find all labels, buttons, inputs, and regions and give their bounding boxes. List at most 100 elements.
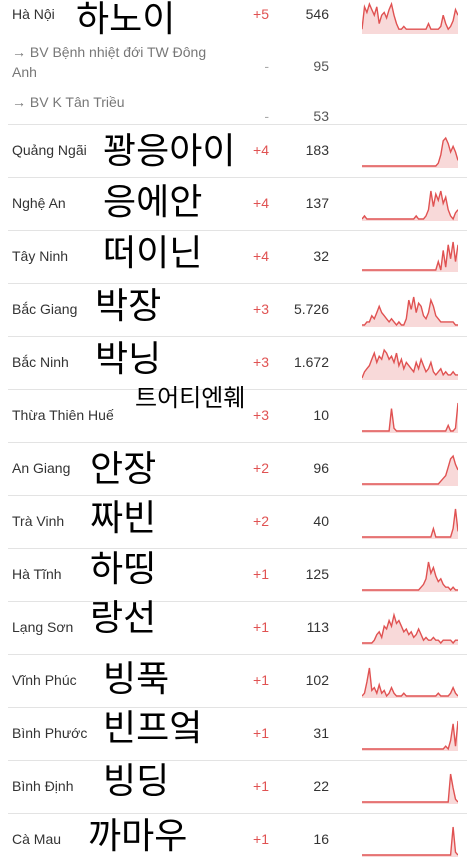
sparkline-area bbox=[362, 138, 458, 168]
province-name: Lạng Sơn bbox=[12, 619, 74, 635]
korean-label: 안장 bbox=[90, 449, 157, 490]
new-cases: +1 bbox=[253, 778, 269, 794]
trend-sparkline bbox=[362, 826, 458, 857]
new-cases: - bbox=[264, 108, 269, 124]
new-cases: +4 bbox=[253, 248, 269, 264]
province-name: Bắc Giang bbox=[12, 301, 78, 317]
total-cases: 16 bbox=[313, 831, 329, 847]
province-row: Lạng Sơn 랑선 +1 113 bbox=[0, 601, 467, 654]
trend-sparkline bbox=[362, 241, 458, 272]
province-row: Bình Phước 빈프엌 +1 31 bbox=[0, 707, 467, 760]
sparkline-line bbox=[362, 402, 458, 432]
korean-label: 떠이닌 bbox=[103, 233, 203, 274]
total-cases: 32 bbox=[313, 248, 329, 264]
hospital-subrow: → BV K Tân Triều - 53 bbox=[0, 92, 467, 124]
province-name: Bình Phước bbox=[12, 725, 88, 741]
row-separator bbox=[8, 707, 467, 708]
total-cases: 95 bbox=[313, 58, 329, 74]
province-row: Quảng Ngãi 꽝응아이 +4 183 bbox=[0, 124, 467, 177]
trend-sparkline bbox=[362, 136, 458, 168]
sparkline-area bbox=[362, 297, 458, 327]
sparkline-area bbox=[362, 721, 458, 751]
hospital-name: → BV K Tân Triều bbox=[12, 94, 125, 110]
new-cases: - bbox=[264, 58, 269, 74]
new-cases: +3 bbox=[253, 301, 269, 317]
province-row: Hà Nội 하노이 +5 546 bbox=[0, 0, 467, 53]
row-separator bbox=[8, 548, 467, 549]
province-name: Trà Vinh bbox=[12, 513, 65, 529]
new-cases: +2 bbox=[253, 460, 269, 476]
hospital-subrow: → BV Bệnh nhiệt đới TW Đông Anh - 95 bbox=[0, 42, 467, 80]
total-cases: 546 bbox=[305, 6, 329, 22]
sparkline-line bbox=[362, 454, 458, 485]
sparkline-area bbox=[362, 456, 458, 486]
row-separator bbox=[8, 760, 467, 761]
new-cases: +1 bbox=[253, 566, 269, 582]
province-row: Thừa Thiên Huế 트어티엔훼 +3 10 bbox=[0, 384, 467, 442]
total-cases: 22 bbox=[313, 778, 329, 794]
new-cases: +4 bbox=[253, 195, 269, 211]
sparkline-area bbox=[362, 509, 458, 539]
korean-label: 빈프엌 bbox=[103, 708, 203, 749]
total-cases: 1.672 bbox=[293, 354, 329, 370]
new-cases: +1 bbox=[253, 619, 269, 635]
sparkline-area bbox=[362, 242, 458, 272]
sparkline-area bbox=[362, 350, 458, 380]
sparkline-area bbox=[362, 191, 458, 221]
province-name: Hà Tĩnh bbox=[12, 566, 62, 582]
korean-label: 하노이 bbox=[76, 0, 176, 40]
province-row: Vĩnh Phúc 빙푹 +1 102 bbox=[0, 654, 467, 707]
province-row: Hà Tĩnh 하띵 +1 125 bbox=[0, 548, 467, 601]
new-cases: +4 bbox=[253, 142, 269, 158]
sparkline-line bbox=[362, 508, 458, 538]
province-row: Nghệ An 응에안 +4 137 bbox=[0, 177, 467, 230]
sparkline-line bbox=[362, 561, 458, 592]
sparkline-line bbox=[362, 667, 458, 698]
total-cases: 5.726 bbox=[293, 301, 329, 317]
sparkline-line bbox=[362, 348, 458, 379]
new-cases: +1 bbox=[253, 725, 269, 741]
row-separator bbox=[8, 177, 467, 178]
province-name: Vĩnh Phúc bbox=[12, 672, 77, 688]
province-name: Nghệ An bbox=[12, 195, 66, 211]
sparkline-area bbox=[362, 562, 458, 592]
new-cases: +3 bbox=[253, 407, 269, 423]
korean-label: 응에안 bbox=[103, 182, 203, 223]
korean-label: 빙푹 bbox=[103, 659, 170, 700]
trend-sparkline bbox=[362, 454, 458, 486]
korean-label: 까마우 bbox=[88, 816, 188, 857]
total-cases: 102 bbox=[305, 672, 329, 688]
korean-label: 박닝 bbox=[95, 339, 162, 380]
trend-sparkline bbox=[362, 561, 458, 592]
row-separator bbox=[8, 124, 467, 125]
province-name: Hà Nội bbox=[12, 6, 55, 22]
total-cases: 96 bbox=[313, 460, 329, 476]
sparkline-line bbox=[362, 612, 458, 645]
province-row: Bắc Giang 박장 +3 5.726 bbox=[0, 283, 467, 336]
row-separator bbox=[8, 389, 467, 390]
row-separator bbox=[8, 442, 467, 443]
korean-label: 트어티엔훼 bbox=[135, 384, 246, 412]
sparkline-line bbox=[362, 773, 458, 803]
sparkline-area bbox=[362, 668, 458, 698]
province-row: Tây Ninh 떠이닌 +4 32 bbox=[0, 230, 467, 283]
province-row: An Giang 안장 +2 96 bbox=[0, 442, 467, 495]
total-cases: 31 bbox=[313, 725, 329, 741]
sparkline-line bbox=[362, 720, 458, 751]
province-row: Bắc Ninh 박닝 +3 1.672 bbox=[0, 336, 467, 389]
row-separator bbox=[8, 230, 467, 231]
new-cases: +5 bbox=[253, 6, 269, 22]
total-cases: 137 bbox=[305, 195, 329, 211]
trend-sparkline bbox=[362, 508, 458, 539]
sparkline-area bbox=[362, 774, 458, 804]
sparkline-area bbox=[362, 615, 458, 645]
sparkline-line bbox=[362, 241, 458, 271]
total-cases: 125 bbox=[305, 566, 329, 582]
trend-sparkline bbox=[362, 296, 458, 327]
korean-label: 짜빈 bbox=[90, 498, 157, 539]
row-separator bbox=[8, 601, 467, 602]
total-cases: 53 bbox=[313, 108, 329, 124]
province-row: Cà Mau 까마우 +1 16 bbox=[0, 813, 467, 866]
sparkline-line bbox=[362, 136, 458, 167]
sparkline-line bbox=[362, 190, 458, 221]
